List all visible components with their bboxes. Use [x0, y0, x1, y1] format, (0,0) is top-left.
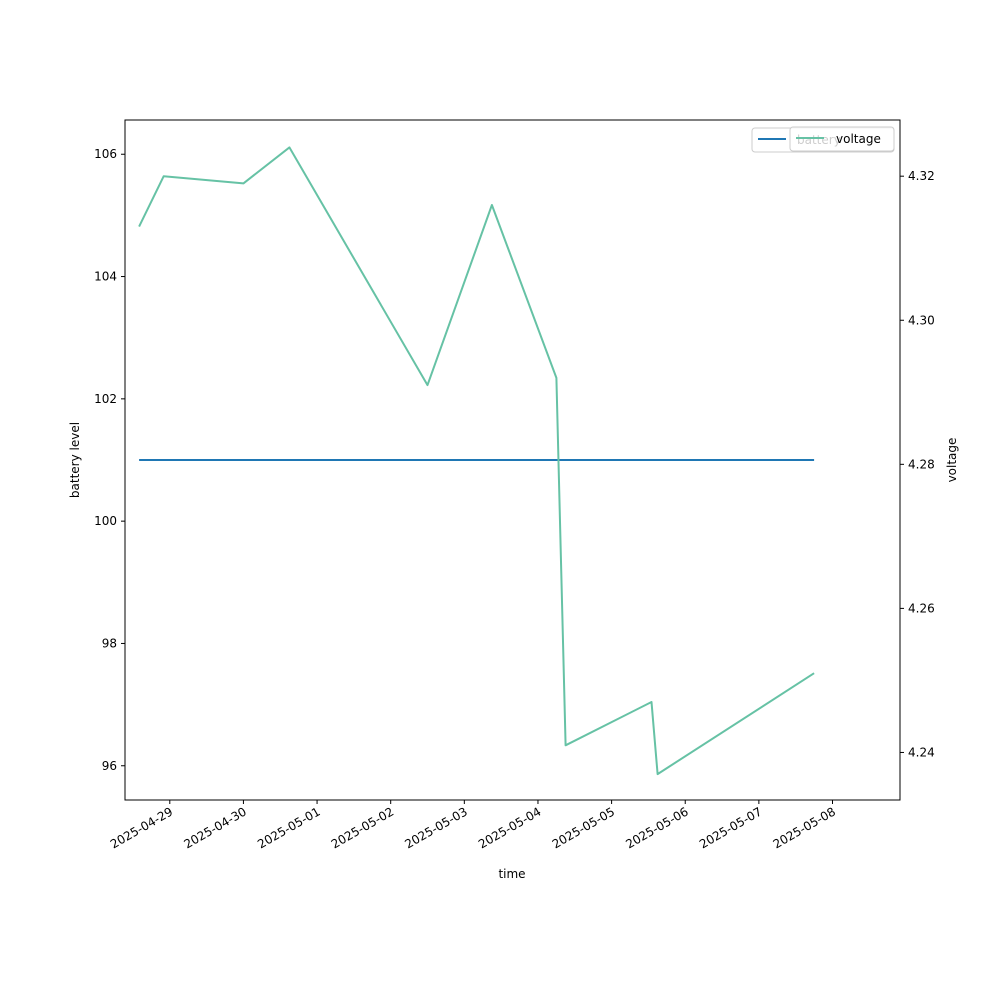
- left-y-tick-label-5: 106: [94, 147, 117, 161]
- legend-voltage: voltage: [789, 126, 895, 152]
- series-layer: [138, 146, 815, 776]
- left-y-tick-label-2: 100: [94, 514, 117, 528]
- left-y-tick-label-1: 98: [102, 636, 117, 650]
- right-y-tick-label-4: 4.32: [908, 169, 935, 183]
- x-axis-label: time: [498, 867, 525, 881]
- left-y-axis: 96 98 100 102 104 106: [94, 147, 125, 773]
- legend-voltage-label: voltage: [836, 132, 881, 146]
- left-y-tick-label-4: 104: [94, 270, 117, 284]
- right-y-tick-label-0: 4.24: [908, 745, 935, 759]
- right-y-tick-label-2: 4.28: [908, 457, 935, 471]
- plot-frame: [124, 119, 901, 801]
- left-y-tick-label-3: 102: [94, 392, 117, 406]
- right-y-tick-label-1: 4.26: [908, 601, 935, 615]
- right-y-tick-label-3: 4.30: [908, 313, 935, 327]
- right-y-axis-label: voltage: [945, 438, 959, 483]
- left-y-tick-label-0: 96: [102, 759, 117, 773]
- right-y-axis: 4.24 4.26 4.28 4.30 4.32: [900, 169, 935, 759]
- left-y-axis-label: battery level: [68, 422, 82, 498]
- legend-voltage-frame: [789, 126, 895, 152]
- voltage-line: [138, 146, 815, 776]
